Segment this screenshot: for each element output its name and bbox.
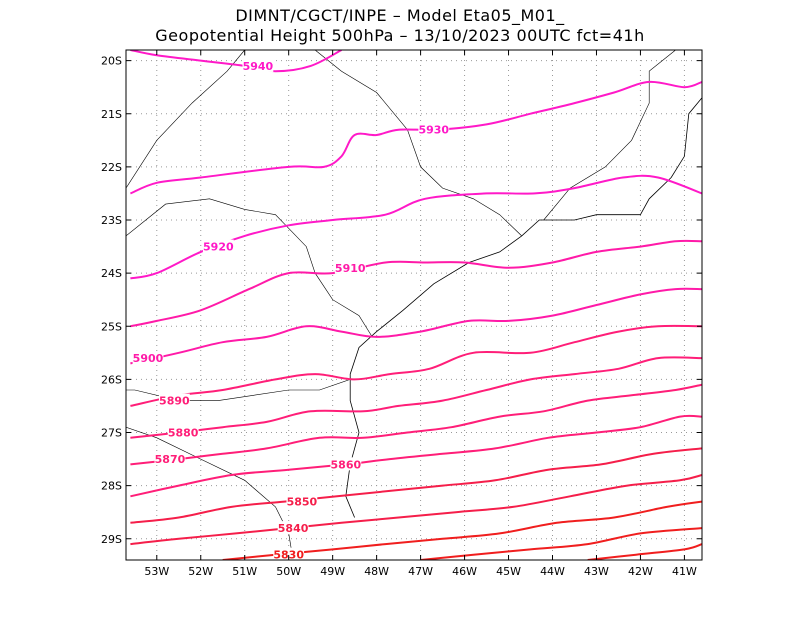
state-border-line — [543, 49, 676, 221]
contour-label-bg — [202, 239, 234, 253]
contour-labels: 5940 5930 5920 5910 5900 5890 5880 5870 5860 5850… — [132, 58, 450, 562]
state-border-line — [125, 198, 373, 338]
lon-tick-label: 43W — [584, 565, 609, 578]
contour-label-bg — [277, 521, 309, 535]
contour-label-5860: 5860 — [331, 458, 362, 471]
contour-5930 — [130, 80, 702, 195]
contour-label-5850: 5850 — [287, 496, 318, 509]
contour-5820 — [420, 527, 702, 560]
lat-tick-label: 25S — [101, 320, 122, 333]
lon-tick-label: 49W — [320, 565, 345, 578]
lat-tick-label: 27S — [101, 427, 122, 440]
contour-label-bg — [286, 494, 318, 508]
contour-label-5890: 5890 — [159, 395, 190, 408]
lat-tick-label: 29S — [101, 533, 122, 546]
lat-tick-label: 23S — [101, 214, 122, 227]
contour-5850 — [130, 447, 702, 524]
lon-tick-label: 51W — [232, 565, 257, 578]
contour-label-5880: 5880 — [168, 427, 199, 440]
lon-tick-label: 48W — [364, 565, 389, 578]
state-border-line — [125, 426, 294, 561]
lat-tick-label: 24S — [101, 267, 122, 280]
state-border-line — [314, 49, 522, 237]
contour-label-5910: 5910 — [335, 262, 366, 275]
lat-tick-label: 26S — [101, 373, 122, 386]
contour-label-bg — [334, 260, 366, 274]
lat-tick-label: 22S — [101, 161, 122, 174]
contour-5900 — [130, 287, 702, 365]
lon-tick-label: 53W — [144, 565, 169, 578]
contour-label-bg — [242, 58, 274, 72]
lat-tick-label: 20S — [101, 55, 122, 68]
coastline — [345, 97, 703, 518]
lon-tick-label: 50W — [276, 565, 301, 578]
state-border-line — [126, 379, 351, 401]
contour-label-5930: 5930 — [418, 124, 449, 137]
latitude-axis: 20S 21S 22S 23S 24S 25S 26S 27S 28S 29S — [101, 55, 702, 546]
lat-lon-grid — [126, 50, 702, 560]
lat-tick-label: 28S — [101, 480, 122, 493]
contour-5860 — [130, 414, 702, 498]
lon-tick-label: 45W — [496, 565, 521, 578]
contour-label-bg — [418, 122, 450, 136]
contour-5840 — [130, 474, 702, 546]
lon-tick-label: 41W — [672, 565, 697, 578]
contour-label-bg — [330, 457, 362, 471]
contour-5810 — [587, 543, 702, 560]
contour-label-5900: 5900 — [133, 352, 164, 365]
longitude-axis: 53W 52W 51W 50W 49W 48W 47W 46W 45W 44W 43W 42W 41W — [144, 50, 697, 578]
contour-label-5940: 5940 — [243, 60, 274, 73]
contour-5910 — [130, 239, 702, 328]
coastline-line — [345, 97, 703, 518]
contour-label-bg — [154, 452, 186, 466]
contour-label-bg — [132, 351, 164, 365]
lon-tick-label: 46W — [452, 565, 477, 578]
contour-5880 — [130, 356, 702, 439]
map-title-line-2: Geopotential Height 500hPa – 13/10/2023 … — [155, 26, 645, 45]
lon-tick-label: 47W — [408, 565, 433, 578]
contour-label-bg — [167, 425, 199, 439]
contour-label-bg — [273, 547, 305, 561]
contour-5870 — [130, 383, 702, 466]
contour-label-5840: 5840 — [278, 522, 309, 535]
contour-5890 — [130, 324, 702, 407]
lon-tick-label: 42W — [628, 565, 653, 578]
contour-label-bg — [158, 393, 190, 407]
map-frame — [125, 49, 703, 561]
contour-label-5870: 5870 — [155, 453, 186, 466]
lon-tick-label: 52W — [188, 565, 213, 578]
lon-tick-label: 44W — [540, 565, 565, 578]
height-contours — [130, 50, 702, 560]
contour-label-5920: 5920 — [203, 241, 234, 254]
lat-tick-label: 21S — [101, 108, 122, 121]
state-border-line — [125, 49, 245, 189]
map-title-line-1: DIMNT/CGCT/INPE – Model Eta05_M01_ — [235, 6, 565, 25]
